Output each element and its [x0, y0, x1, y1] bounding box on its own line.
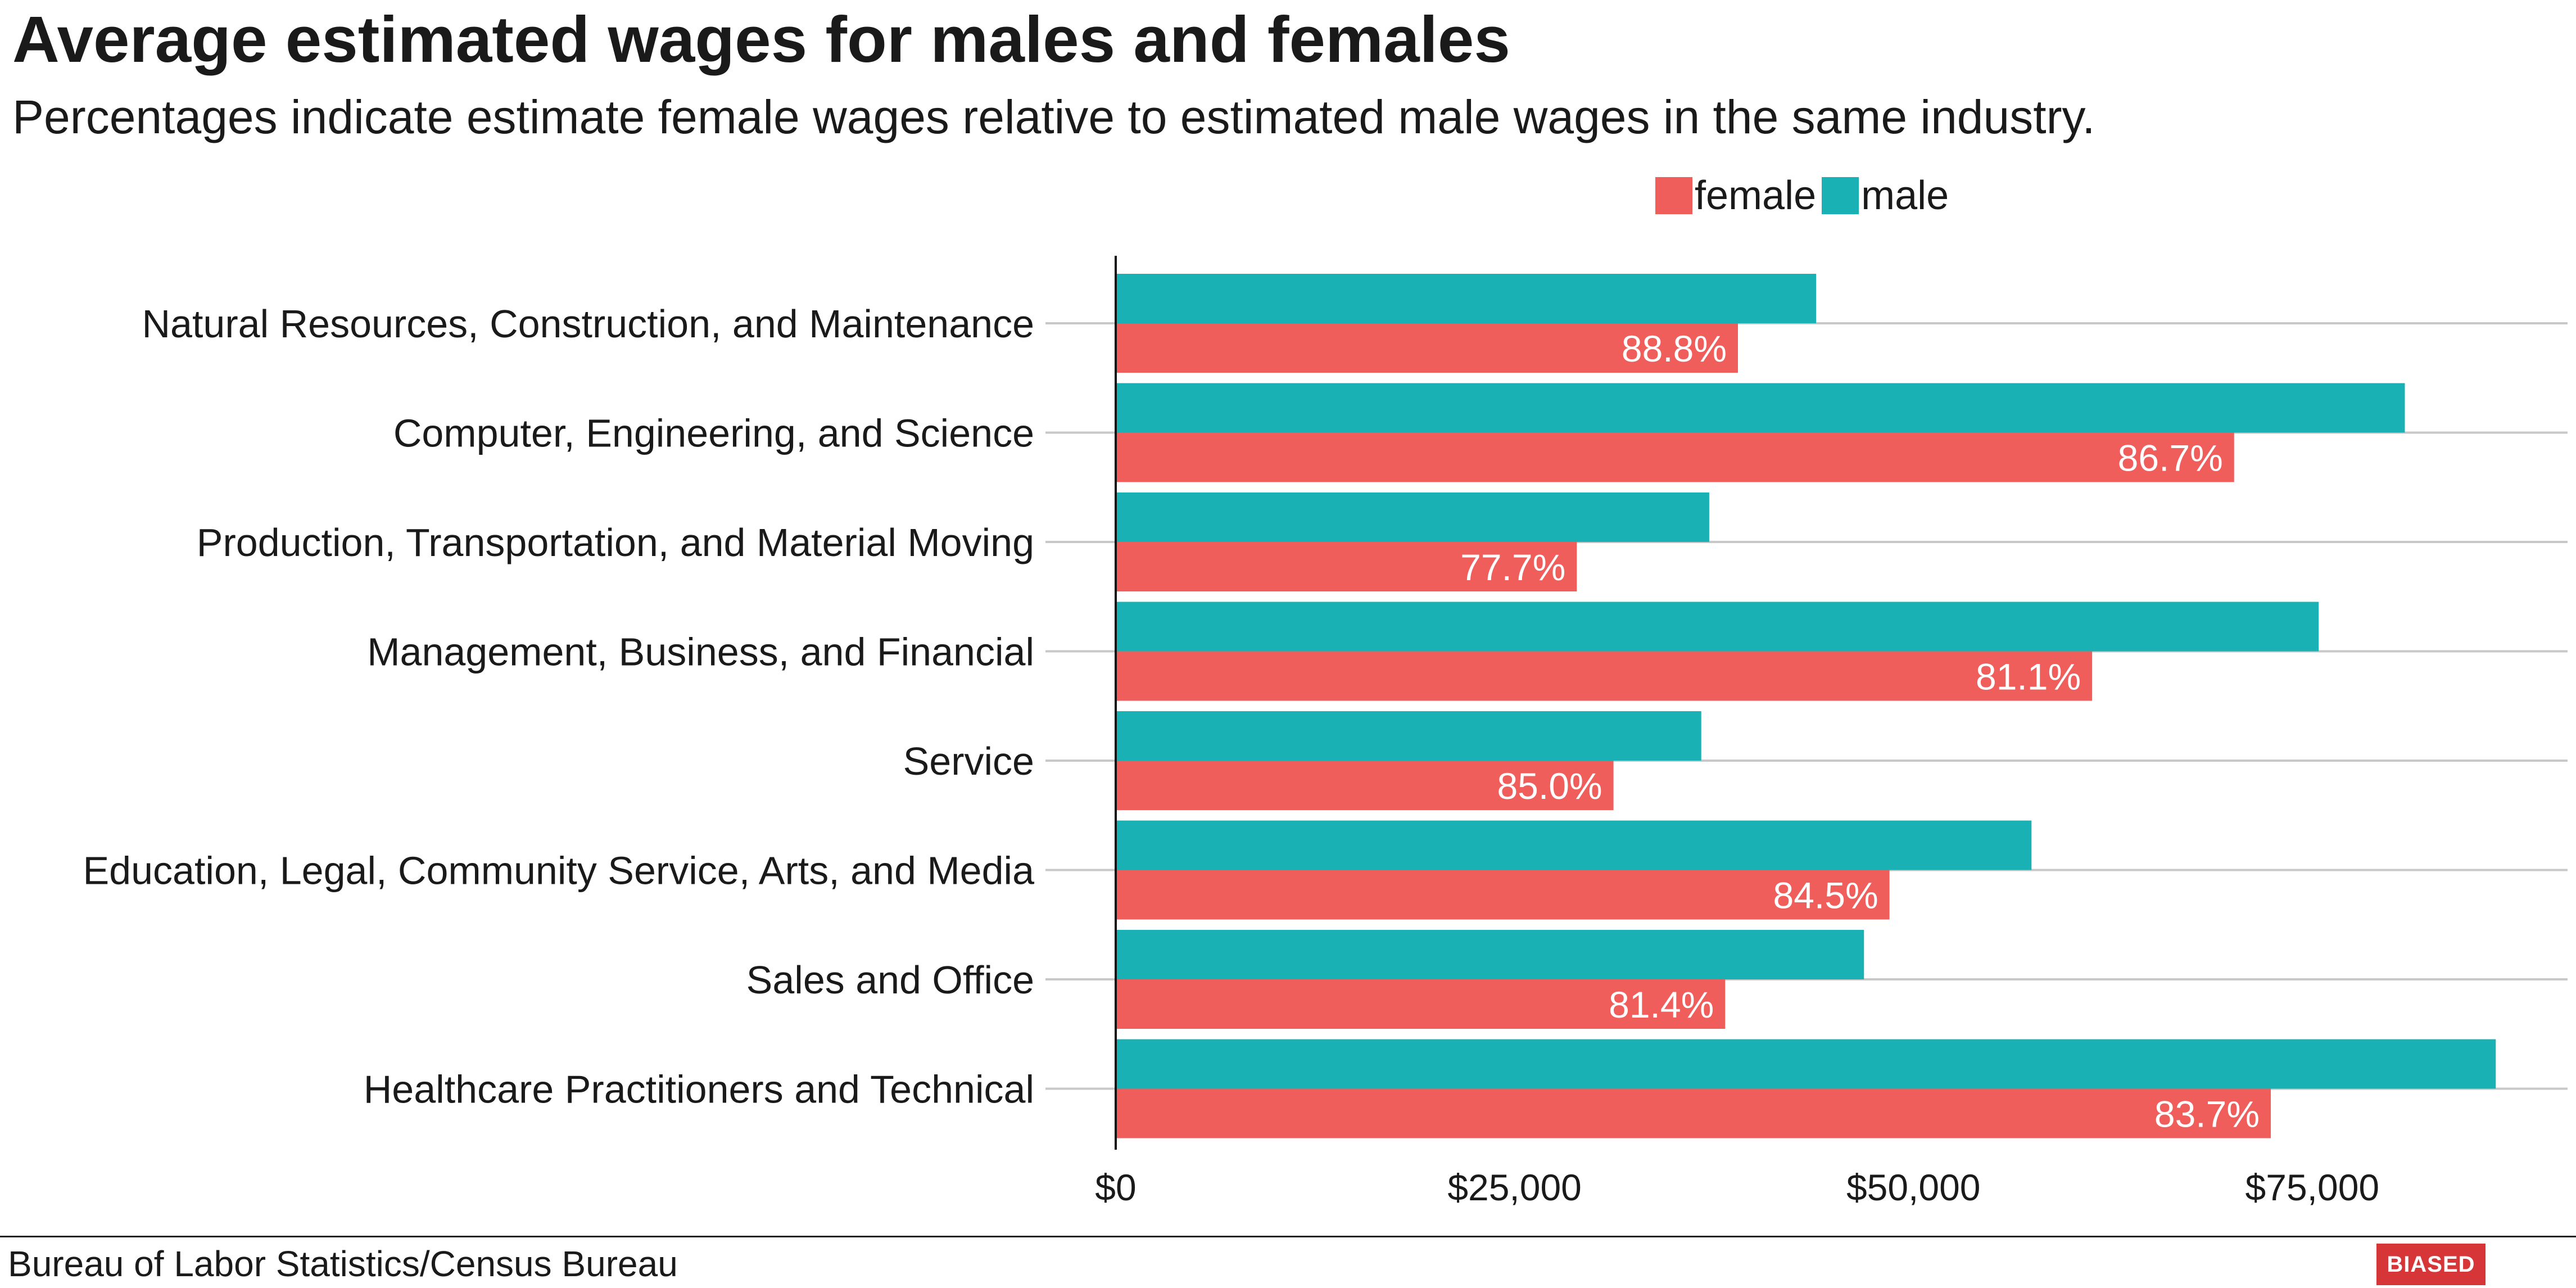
bar-value-label: 81.1%: [1976, 656, 2081, 698]
x-axis-ticks: $0 $25,000 $50,000 $75,000: [1095, 1167, 2379, 1208]
x-tick-label: $0: [1095, 1167, 1136, 1208]
x-tick-label: $50,000: [1846, 1167, 1981, 1208]
bar-labels: 88.8% 86.7% 77.7% 81.1% 85.0% 84.5% 81.4% 83.7%: [1460, 328, 2260, 1135]
footer-divider: [0, 1236, 2576, 1237]
bar-female: [1116, 432, 2234, 482]
legend-label-male: male: [1861, 173, 1949, 218]
bar-male: [1116, 1039, 2496, 1089]
legend-item-female: female: [1655, 175, 1816, 216]
legend-swatch-male: [1822, 177, 1859, 214]
legend-item-male: male: [1822, 175, 1949, 216]
bar-value-label: 83.7%: [2154, 1093, 2260, 1135]
bar-female: [1116, 979, 1726, 1029]
x-tick-label: $75,000: [2245, 1167, 2380, 1208]
source-note: Bureau of Labor Statistics/Census Bureau: [8, 1244, 678, 1284]
bar-male: [1116, 711, 1701, 761]
category-label: Natural Resources, Construction, and Mai…: [142, 302, 1034, 346]
chart-title: Average estimated wages for males and fe…: [12, 3, 1510, 76]
category-label: Healthcare Practitioners and Technical: [364, 1068, 1034, 1111]
bar-value-label: 86.7%: [2118, 437, 2223, 479]
bar-value-label: 81.4%: [1609, 984, 1714, 1025]
category-label: Production, Transportation, and Material…: [197, 521, 1034, 564]
bar-male: [1116, 602, 2319, 652]
category-label: Service: [903, 739, 1034, 783]
bar-value-label: 77.7%: [1460, 546, 1565, 588]
category-label: Computer, Engineering, and Science: [393, 412, 1034, 455]
bar-female: [1116, 542, 1577, 591]
legend: female male: [1655, 175, 1954, 216]
category-labels: Natural Resources, Construction, and Mai…: [83, 302, 1034, 1111]
category-label: Management, Business, and Financial: [367, 630, 1034, 674]
category-label: Sales and Office: [746, 958, 1034, 1002]
bar-female: [1116, 761, 1614, 810]
bar-value-label: 88.8%: [1622, 328, 1727, 369]
biased-badge: BIASED: [2376, 1244, 2486, 1285]
bar-female: [1116, 651, 2093, 701]
bar-male: [1116, 274, 1817, 323]
bar-male: [1116, 820, 2032, 870]
bar-female: [1116, 1088, 2271, 1138]
bars: [1116, 274, 2496, 1138]
legend-label-female: female: [1695, 173, 1817, 218]
chart-subtitle: Percentages indicate estimate female wag…: [12, 91, 2095, 143]
legend-swatch-female: [1655, 177, 1692, 214]
bar-male: [1116, 930, 1864, 979]
bar-male: [1116, 383, 2405, 433]
bar-female: [1116, 870, 1890, 920]
category-label: Education, Legal, Community Service, Art…: [83, 849, 1034, 893]
bar-female: [1116, 323, 1738, 373]
x-tick-label: $25,000: [1447, 1167, 1582, 1208]
bar-value-label: 85.0%: [1497, 765, 1602, 807]
bar-male: [1116, 492, 1709, 542]
bar-value-label: 84.5%: [1773, 875, 1878, 916]
